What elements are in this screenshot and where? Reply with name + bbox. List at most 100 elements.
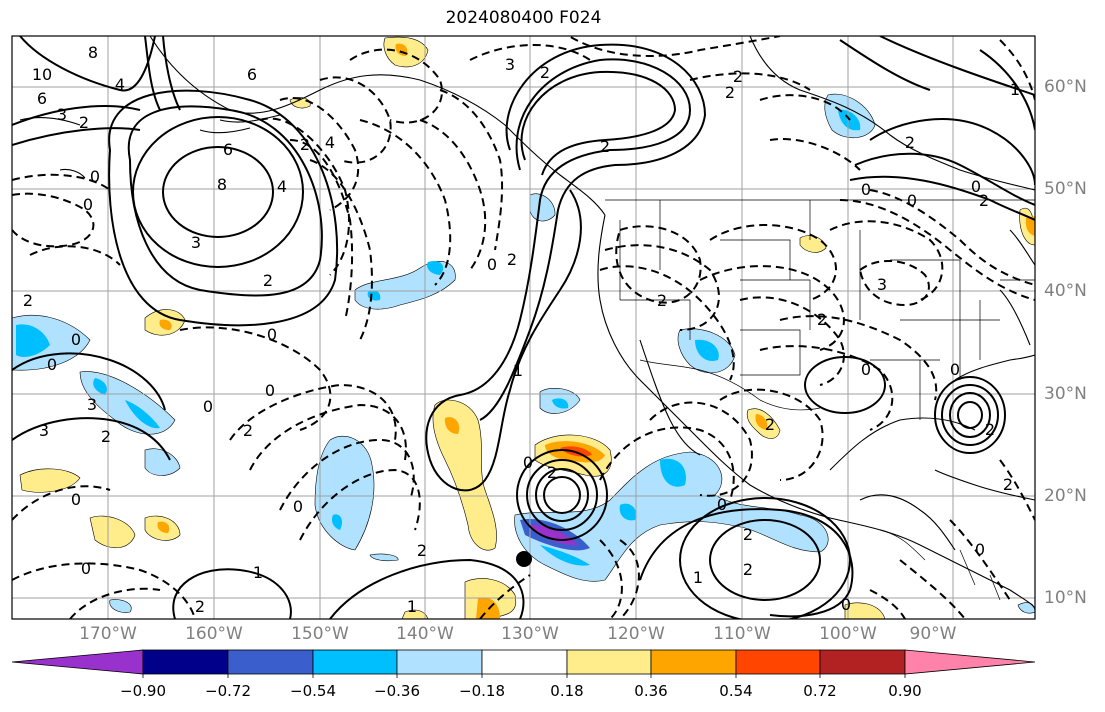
contour-label: 0 (265, 381, 275, 400)
contour-label: 2 (23, 291, 33, 310)
shade-patch (369, 553, 399, 562)
contour-label: 2 (600, 137, 610, 156)
contour-label: 0 (523, 453, 533, 472)
shade-patch (93, 378, 160, 429)
contour-label: 3 (877, 275, 887, 294)
contour-label: 6 (247, 65, 257, 84)
colorbar-tick-label: 0.36 (634, 682, 668, 700)
contour-label: 2 (725, 83, 735, 102)
contour-label: 0 (907, 191, 917, 210)
storm-center-marker (516, 551, 532, 567)
colorbar-tick-label: −0.18 (459, 682, 505, 700)
shade-patch (476, 597, 500, 619)
contour-label: 0 (861, 360, 871, 379)
contour-label: 6 (223, 140, 233, 159)
lat-label: 30°N (1044, 384, 1087, 404)
lat-label: 60°N (1044, 77, 1087, 97)
contour-label: 2 (540, 63, 550, 82)
colorbar-tick-label: −0.54 (290, 682, 336, 700)
contour-label: 0 (81, 559, 91, 578)
shade-patch (367, 260, 444, 301)
contour-label: 4 (325, 133, 335, 152)
contour-label: 3 (87, 395, 97, 414)
contour-label: 1 (1010, 80, 1020, 99)
contour-label: 0 (487, 255, 497, 274)
shade-patch (444, 417, 460, 434)
contour-label: 4 (277, 177, 287, 196)
colorbar-cell (481, 649, 568, 675)
contour-label: 2 (547, 463, 557, 482)
contour-label: 2 (263, 271, 273, 290)
contour-label: 2 (657, 291, 667, 310)
contour-label: 0 (203, 397, 213, 416)
contour-label: 2 (195, 597, 205, 616)
contour-label: 0 (71, 490, 81, 509)
contour-label: 2 (743, 560, 753, 579)
colorbar-cell (227, 649, 314, 675)
lat-label: 10°N (1044, 588, 1087, 608)
contour-label: 3 (191, 233, 201, 252)
colorbar-cell (566, 649, 652, 675)
lon-label: 160°W (185, 624, 243, 644)
shade-patch (314, 435, 375, 551)
colorbar-cell (904, 649, 1036, 675)
colorbar-tick-label: 0.72 (803, 682, 837, 700)
colorbar-tick-label: 0.18 (550, 682, 584, 700)
contour-label: 0 (975, 540, 985, 559)
shade-patch (157, 521, 170, 533)
contour-label: 4 (115, 75, 125, 94)
contour-label: 3 (57, 105, 67, 124)
colorbar-cell (11, 649, 144, 675)
contour-label: 2 (79, 113, 89, 132)
contour-label: 0 (83, 195, 93, 214)
contour-label: 10 (32, 65, 52, 84)
contour-label: 0 (971, 177, 981, 196)
contour-label: 2 (300, 135, 310, 154)
lon-label: 140°W (396, 624, 454, 644)
colorbar-cell (396, 649, 483, 675)
shade-patch (514, 451, 829, 582)
shade-patch (540, 545, 590, 566)
contour-label: 8 (88, 43, 98, 62)
contour-label: 0 (861, 180, 871, 199)
shade-patch (695, 339, 719, 361)
contour-label: 0 (71, 330, 81, 349)
political-borders (605, 199, 1035, 601)
solid-contours (12, 36, 1035, 619)
contour-label: 2 (507, 250, 517, 269)
shade-patch (1025, 216, 1035, 236)
colorbar-cell (650, 649, 737, 675)
plot-frame (11, 35, 1036, 620)
contour-label: 1 (513, 361, 523, 380)
lon-label: 150°W (291, 624, 349, 644)
contour-label: 1 (407, 597, 417, 616)
lon-label: 90°W (909, 624, 957, 644)
shade-patch (529, 193, 556, 222)
colorbar-tick-label: 0.90 (888, 682, 922, 700)
contour-label: 1 (253, 563, 263, 582)
colorbar-tick-label: −0.90 (120, 682, 166, 700)
contour-label: 2 (733, 67, 743, 86)
contour-label: 0 (841, 595, 851, 614)
shade-patch (159, 319, 172, 330)
contour-label: 8 (217, 175, 227, 194)
shade-patch (16, 324, 50, 357)
shade-patch (19, 468, 81, 493)
colorbar-cell (735, 649, 821, 675)
dashed-contours (12, 36, 1035, 619)
lat-label: 50°N (1044, 179, 1087, 199)
contour-label: 2 (979, 191, 989, 210)
shade-patch (619, 458, 686, 521)
contour-label: 2 (743, 525, 753, 544)
contour-label: 0 (267, 325, 277, 344)
lon-label: 100°W (819, 624, 877, 644)
colorbar (11, 649, 1036, 678)
contour-label: 1 (693, 568, 703, 587)
shade-patch (331, 514, 343, 530)
lon-label: 120°W (607, 624, 665, 644)
contour-label: 2 (101, 427, 111, 446)
contour-label: 0 (717, 495, 727, 514)
contour-label: 2 (417, 541, 427, 560)
contour-label: 0 (293, 497, 303, 516)
